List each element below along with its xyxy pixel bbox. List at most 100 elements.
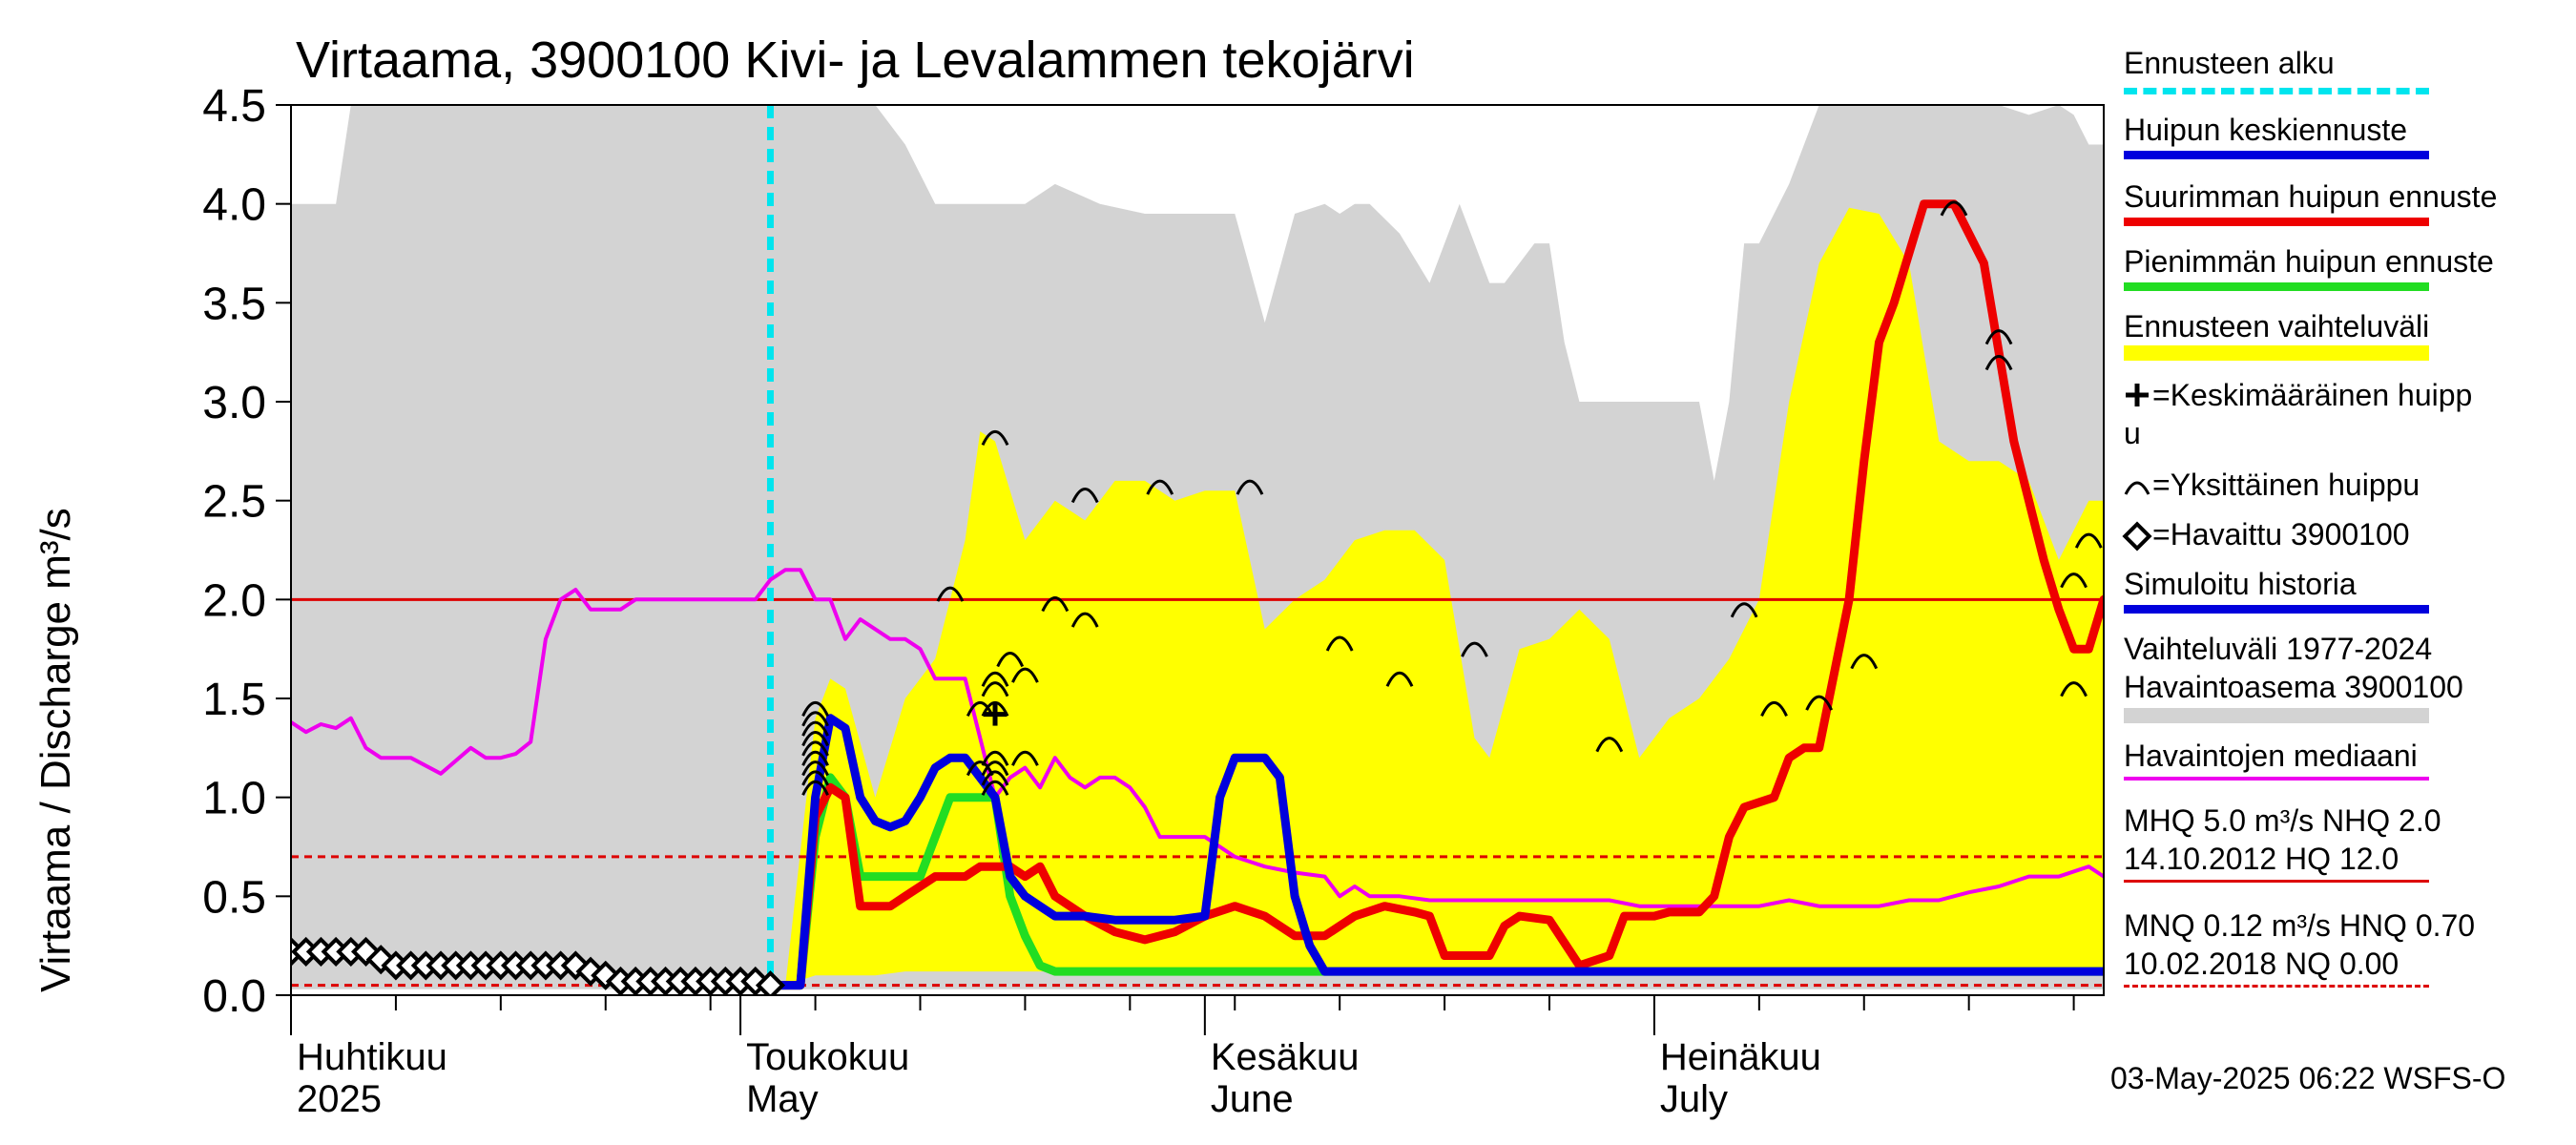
reference-lines-layer <box>291 105 2104 995</box>
legend-hist-range: Vaihteluväli 1977-2024 <box>2124 632 2433 666</box>
legend-median: Havaintojen mediaani <box>2124 739 2418 773</box>
observed-point <box>725 966 756 995</box>
legend-simulated: Simuloitu historia <box>2124 567 2357 601</box>
y-tick-label: 4.0 <box>202 180 266 231</box>
legend-mean-peak: Huipun keskiennuste <box>2124 113 2408 147</box>
y-tick-label: 3.0 <box>202 378 266 428</box>
observed-point <box>426 950 456 981</box>
observed-point <box>755 970 786 995</box>
legend-mnq-swatch <box>2124 985 2429 988</box>
y-tick-label: 4.5 <box>202 81 266 132</box>
single-peak-marker <box>1940 200 1968 217</box>
legend-simulated-swatch <box>2124 605 2429 614</box>
single-peak-marker <box>2060 681 2088 697</box>
single-peak-marker <box>801 780 829 796</box>
single-peak-marker <box>801 760 829 777</box>
observed-point <box>396 950 426 981</box>
legend-mnq-date: 10.02.2018 NQ 0.00 <box>2124 947 2399 981</box>
legend-mnq: MNQ 0.12 m³/s HNQ 0.70 <box>2124 908 2476 943</box>
observed-point <box>381 950 411 981</box>
x-month-label-en: 2025 <box>297 1078 382 1120</box>
observed-point <box>696 966 726 995</box>
observed-point <box>620 966 651 995</box>
single-peak-marker <box>801 740 829 757</box>
observed-point <box>291 936 322 967</box>
x-month-label-fi: Huhtikuu <box>297 1036 447 1078</box>
single-peak-marker <box>1070 612 1099 628</box>
legend-hist-range-swatch <box>2124 708 2429 723</box>
single-peak-marker <box>1385 671 1414 687</box>
observed-point <box>665 966 696 995</box>
single-peak-marker <box>1146 479 1174 495</box>
single-peak-marker <box>1984 329 2013 345</box>
series-max_peak <box>766 199 2104 990</box>
x-month-label-fi: Toukokuu <box>746 1036 909 1078</box>
single-peak-marker <box>801 750 829 766</box>
legend-avg-peak: =Keskimääräinen huipp <box>2152 378 2473 412</box>
observed-point <box>470 950 501 981</box>
single-peak-marker <box>1461 641 1488 657</box>
legend-forecast-range-swatch <box>2124 345 2429 361</box>
axes-layer: 0.0 0.5 1.0 1.5 2.0 2.5 3.0 3.5 4.0 4.5 Huhtikuu20… <box>202 81 2105 1120</box>
single-peak-marker <box>1984 355 2013 371</box>
timestamp-footer: 03-May-2025 06:22 WSFS-O <box>2110 1061 2506 1095</box>
x-month-label-fi: Heinäkuu <box>1660 1036 1821 1078</box>
single-peak-marker <box>996 652 1025 668</box>
y-tick-label: 1.0 <box>202 774 266 824</box>
single-peak-marker <box>1070 487 1099 504</box>
x-month-label-fi: Kesäkuu <box>1211 1036 1360 1078</box>
y-tick-label: 3.5 <box>202 279 266 329</box>
legend-mhq-date: 14.10.2012 HQ 12.0 <box>2124 842 2399 876</box>
single-peak-marker <box>1730 602 1758 618</box>
observed-point <box>635 966 666 995</box>
single-peak-marker <box>981 429 1009 446</box>
single-peak-marker <box>2074 532 2103 549</box>
single-peak-marker <box>1011 667 1039 683</box>
observed-point <box>710 966 740 995</box>
observed-point <box>336 936 366 967</box>
x-month-label-en: May <box>746 1078 819 1120</box>
single-peak-marker <box>2060 572 2088 589</box>
single-peak-marker <box>1850 654 1879 670</box>
single-peak-marker <box>981 770 1009 786</box>
single-peak-marker <box>801 711 829 727</box>
observed-point <box>321 936 351 967</box>
single-peak-marker <box>801 731 829 747</box>
observed-point <box>515 950 546 981</box>
single-peak-marker <box>1760 700 1788 718</box>
single-peak-marker <box>1011 750 1039 766</box>
y-tick-label: 1.5 <box>202 675 266 725</box>
legend-forecast-range: Ennusteen vaihteluväli <box>2124 309 2430 344</box>
legend-observed: =Havaittu 3900100 <box>2152 517 2410 552</box>
single-peak-marker <box>801 770 829 786</box>
single-peak-marker <box>981 671 1009 687</box>
legend-forecast-start-swatch <box>2124 88 2429 94</box>
y-tick-label: 2.0 <box>202 575 266 626</box>
legend-max-peak-swatch <box>2124 218 2429 226</box>
single-peak-marker <box>801 720 829 737</box>
legend-mean-peak-swatch <box>2124 151 2429 159</box>
single-peak-marker <box>981 681 1009 697</box>
legend-hist-station: Havaintoasema 3900100 <box>2124 670 2463 704</box>
single-peak-marker <box>981 780 1009 796</box>
single-peak-marker <box>1041 596 1070 613</box>
forecast-range-band <box>770 207 2104 986</box>
series-median <box>291 568 2104 908</box>
observed-point <box>486 950 516 981</box>
peak-markers-layer <box>291 200 2103 995</box>
single-peak-marker <box>1236 479 1264 495</box>
legend-single-peak: =Yksittäinen huippu <box>2152 468 2420 502</box>
single-peak-marker <box>1325 635 1354 652</box>
legend-forecast-start: Ennusteen alku <box>2124 46 2335 80</box>
legend-min-peak-swatch <box>2124 282 2429 291</box>
plot-frame <box>290 104 2105 996</box>
y-tick-label: 0.0 <box>202 971 266 1022</box>
chart-title: Virtaama, 3900100 Kivi- ja Levalammen te… <box>296 31 1415 89</box>
observed-point <box>605 966 636 995</box>
single-peak-marker <box>966 760 994 777</box>
x-month-label-en: July <box>1660 1078 1728 1120</box>
observed-point <box>500 950 531 981</box>
observed-point <box>305 936 336 967</box>
observed-point <box>291 936 306 967</box>
